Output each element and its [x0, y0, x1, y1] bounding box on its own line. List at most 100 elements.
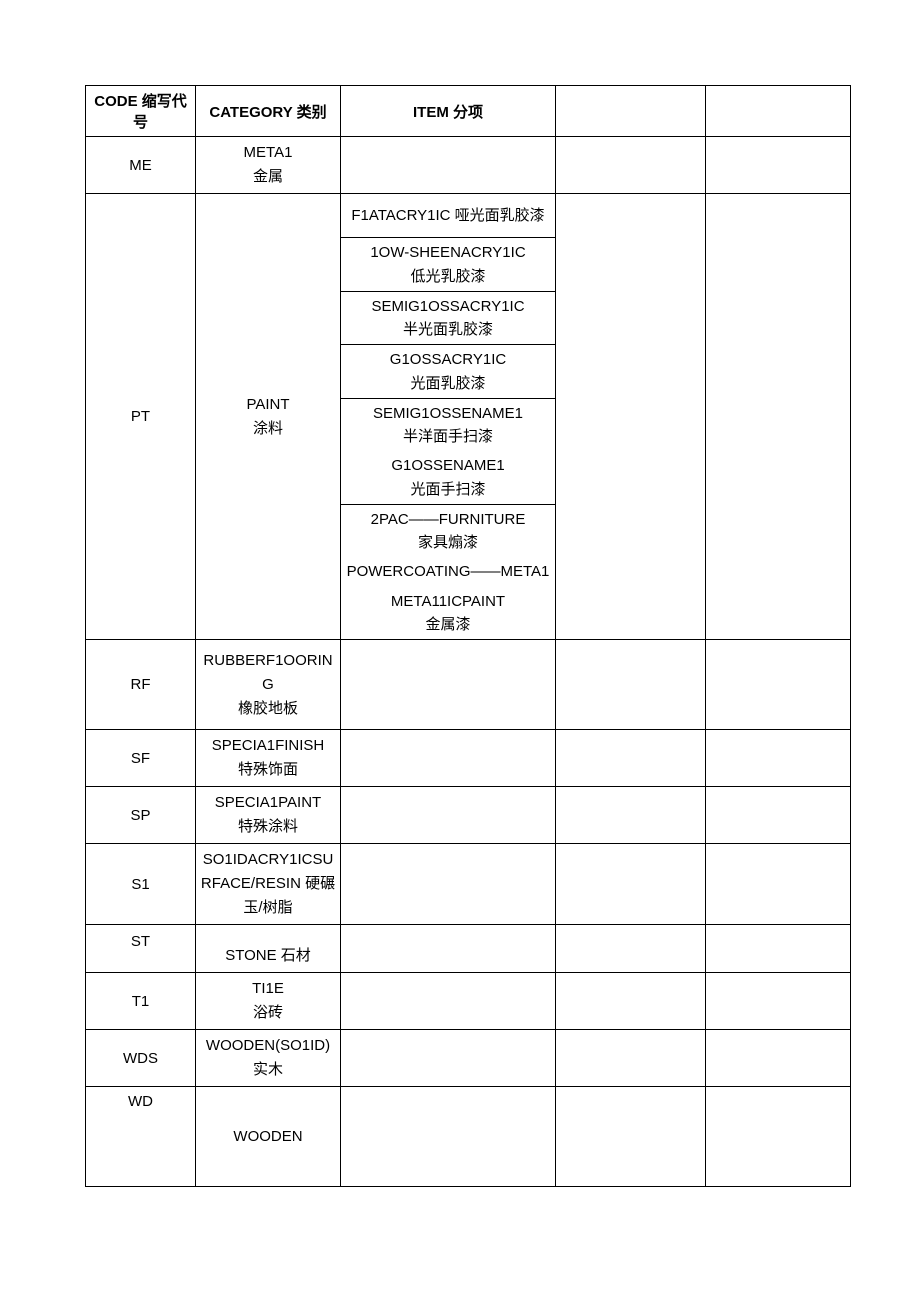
- cell-col5: [706, 1087, 851, 1187]
- cell-col5: [706, 973, 851, 1030]
- table-row: S1 SO1IDACRY1ICSURFACE/RESIN 硬碾玉/树脂: [86, 844, 851, 925]
- cell-code: RF: [86, 640, 196, 730]
- cell-col5: [706, 640, 851, 730]
- cell-col4: [556, 137, 706, 194]
- cell-category: META1 金属: [196, 137, 341, 194]
- cell-col4: [556, 925, 706, 973]
- cell-col5: [706, 787, 851, 844]
- sub-item-text: META11ICPAINT 金属漆: [391, 593, 505, 633]
- table-header-row: CODE 缩写代号 CATEGORY 类别 ITEM 分项: [86, 86, 851, 137]
- cell-col5: [706, 925, 851, 973]
- category-line2: 特殊涂料: [238, 818, 298, 835]
- category-line2: 橡胶地板: [238, 700, 298, 717]
- sub-item-text: SEMIG1OSSACRY1IC 半光面乳胶漆: [371, 298, 524, 338]
- cell-col5: [706, 844, 851, 925]
- sub-item: META11ICPAINT 金属漆: [341, 587, 555, 640]
- category-line1: SPECIA1PAINT: [215, 794, 321, 811]
- category-line1: TI1E: [252, 980, 284, 997]
- table-row: WDS WOODEN(SO1ID) 实木: [86, 1030, 851, 1087]
- cell-col4: [556, 787, 706, 844]
- materials-table: CODE 缩写代号 CATEGORY 类别 ITEM 分项 ME META1 金…: [85, 85, 851, 1187]
- document-page: CODE 缩写代号 CATEGORY 类别 ITEM 分项 ME META1 金…: [0, 0, 920, 1301]
- sub-item: POWERCOATING——META1: [341, 557, 555, 586]
- cell-col4: [556, 973, 706, 1030]
- cell-category: WOODEN(SO1ID) 实木: [196, 1030, 341, 1087]
- cell-code: WDS: [86, 1030, 196, 1087]
- cell-item: [341, 640, 556, 730]
- cell-col4: [556, 844, 706, 925]
- cell-item: [341, 787, 556, 844]
- cell-item: [341, 925, 556, 973]
- table-row: SF SPECIA1FINISH 特殊饰面: [86, 730, 851, 787]
- cell-col4: [556, 730, 706, 787]
- cell-col4: [556, 1030, 706, 1087]
- cell-category: PAINT 涂料: [196, 194, 341, 640]
- sub-item: G1OSSACRY1IC 光面乳胶漆: [341, 345, 555, 399]
- sub-item: F1ATACRY1IC 哑光面乳胶漆: [341, 194, 555, 238]
- cell-code: SP: [86, 787, 196, 844]
- category-line2: 浴砖: [253, 1004, 283, 1021]
- sub-item-text: G1OSSENAME1 光面手扫漆: [391, 457, 504, 497]
- header-col4: [556, 86, 706, 137]
- cell-code: S1: [86, 844, 196, 925]
- header-item: ITEM 分项: [341, 86, 556, 137]
- cell-item: [341, 137, 556, 194]
- table-row: ST STONE 石材: [86, 925, 851, 973]
- category-line2: 金属: [253, 168, 283, 185]
- header-category: CATEGORY 类别: [196, 86, 341, 137]
- sub-item-text: 1OW-SHEENACRY1IC 低光乳胶漆: [370, 244, 525, 284]
- cell-category: SPECIA1PAINT 特殊涂料: [196, 787, 341, 844]
- cell-col4: [556, 1087, 706, 1187]
- table-row: ME META1 金属: [86, 137, 851, 194]
- table-row: RF RUBBERF1OORING 橡胶地板: [86, 640, 851, 730]
- sub-item: 2PAC——FURNITURE 家具煽漆: [341, 505, 555, 558]
- cell-item: [341, 1030, 556, 1087]
- cell-code: ST: [86, 925, 196, 973]
- sub-item: SEMIG1OSSENAME1 半洋面手扫漆: [341, 399, 555, 452]
- cell-col5: [706, 1030, 851, 1087]
- sub-item: SEMIG1OSSACRY1IC 半光面乳胶漆: [341, 292, 555, 346]
- cell-item: F1ATACRY1IC 哑光面乳胶漆 1OW-SHEENACRY1IC 低光乳胶…: [341, 194, 556, 640]
- cell-code: ME: [86, 137, 196, 194]
- category-line1: PAINT: [246, 396, 289, 413]
- cell-category: SO1IDACRY1ICSURFACE/RESIN 硬碾玉/树脂: [196, 844, 341, 925]
- pt-items-container: F1ATACRY1IC 哑光面乳胶漆 1OW-SHEENACRY1IC 低光乳胶…: [341, 194, 555, 639]
- category-line1: RUBBERF1OORING: [203, 652, 332, 693]
- category-line1: SPECIA1FINISH: [212, 737, 325, 754]
- cell-col5: [706, 194, 851, 640]
- category-line2: 特殊饰面: [238, 761, 298, 778]
- cell-col5: [706, 137, 851, 194]
- table-row: WD WOODEN: [86, 1087, 851, 1187]
- category-line1: META1: [244, 144, 293, 161]
- sub-item-text: F1ATACRY1IC 哑光面乳胶漆: [351, 207, 544, 224]
- table-row: T1 TI1E 浴砖: [86, 973, 851, 1030]
- sub-item-text: POWERCOATING——META1: [347, 563, 550, 580]
- category-line2: 实木: [253, 1061, 283, 1078]
- sub-item-text: G1OSSACRY1IC 光面乳胶漆: [390, 351, 506, 391]
- cell-category: STONE 石材: [196, 925, 341, 973]
- cell-category: WOODEN: [196, 1087, 341, 1187]
- sub-item-text: SEMIG1OSSENAME1 半洋面手扫漆: [373, 405, 523, 445]
- cell-category: RUBBERF1OORING 橡胶地板: [196, 640, 341, 730]
- cell-category: TI1E 浴砖: [196, 973, 341, 1030]
- cell-item: [341, 1087, 556, 1187]
- cell-item: [341, 730, 556, 787]
- cell-code: T1: [86, 973, 196, 1030]
- header-col5: [706, 86, 851, 137]
- category-line1: WOODEN(SO1ID): [206, 1037, 330, 1054]
- header-code: CODE 缩写代号: [86, 86, 196, 137]
- cell-item: [341, 844, 556, 925]
- cell-category: SPECIA1FINISH 特殊饰面: [196, 730, 341, 787]
- sub-item: 1OW-SHEENACRY1IC 低光乳胶漆: [341, 238, 555, 292]
- cell-col4: [556, 194, 706, 640]
- cell-col5: [706, 730, 851, 787]
- table-row: PT PAINT 涂料 F1ATACRY1IC 哑光面乳胶漆 1OW-SHEEN…: [86, 194, 851, 640]
- cell-code: WD: [86, 1087, 196, 1187]
- cell-item: [341, 973, 556, 1030]
- cell-code: SF: [86, 730, 196, 787]
- cell-col4: [556, 640, 706, 730]
- table-row: SP SPECIA1PAINT 特殊涂料: [86, 787, 851, 844]
- category-line2: 涂料: [253, 420, 283, 437]
- sub-item-text: 2PAC——FURNITURE 家具煽漆: [371, 511, 526, 551]
- sub-item: G1OSSENAME1 光面手扫漆: [341, 451, 555, 505]
